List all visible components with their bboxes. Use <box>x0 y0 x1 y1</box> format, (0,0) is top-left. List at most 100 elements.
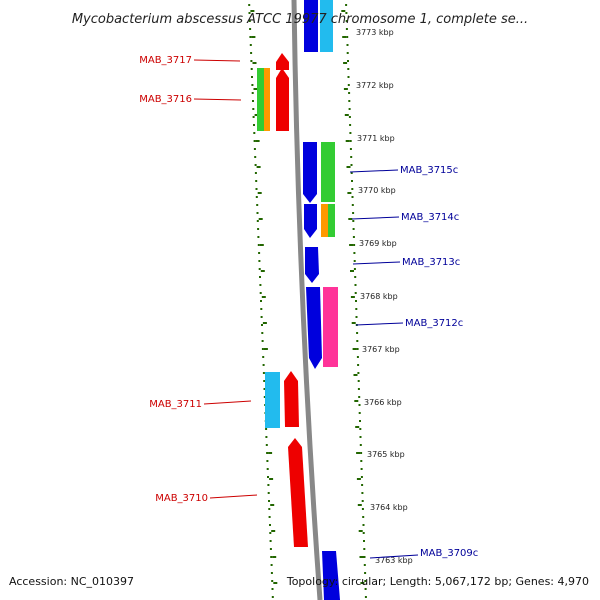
track-dot <box>359 428 362 430</box>
track-dot <box>355 300 357 302</box>
gene-arrow[interactable] <box>304 0 318 52</box>
gene-mab-3710[interactable] <box>288 438 308 547</box>
track-tick <box>356 478 361 480</box>
track-dot <box>347 84 350 86</box>
track-dot <box>258 268 261 270</box>
gene-label-mab-3709c[interactable]: MAB_3709c <box>420 548 478 559</box>
kbp-tick-label: 3770 kbp <box>358 186 396 195</box>
track-dot <box>347 68 350 70</box>
kbp-tick-label: 3772 kbp <box>356 81 394 90</box>
kbp-tick-label: 3763 kbp <box>375 556 413 565</box>
gene-label-mab-3713c[interactable]: MAB_3713c <box>402 257 460 268</box>
track-dot <box>348 92 351 94</box>
track-tick <box>260 270 265 272</box>
track-dot <box>346 36 349 38</box>
track-dot <box>359 436 362 438</box>
gene-label-mab-3717[interactable]: MAB_3717 <box>139 55 192 66</box>
kbp-tick-label: 3773 kbp <box>356 28 394 37</box>
track-dot <box>361 484 364 486</box>
kbp-tick-label: 3769 kbp <box>359 239 397 248</box>
track-dot <box>362 532 365 534</box>
gene-go-bar[interactable] <box>257 68 264 131</box>
gene-top-partial[interactable] <box>304 0 333 52</box>
track-dot <box>248 4 251 6</box>
gene-label-mab-3714c[interactable]: MAB_3714c <box>401 212 459 223</box>
gene-label-mab-3712c[interactable]: MAB_3712c <box>405 318 463 329</box>
gene-mab-3714c[interactable] <box>304 204 335 238</box>
gene-arrow[interactable] <box>303 142 317 203</box>
kbp-tick-label: 3771 kbp <box>357 134 395 143</box>
track-tick <box>251 36 256 38</box>
track-dot <box>269 548 272 550</box>
track-dot <box>271 596 274 598</box>
kbp-tick-label: 3768 kbp <box>360 292 398 301</box>
track-dot <box>354 284 357 286</box>
track-dot <box>360 452 363 454</box>
track-dot <box>266 460 269 462</box>
track-dot <box>250 52 253 54</box>
track-dot <box>270 572 273 574</box>
track-dot <box>346 52 349 54</box>
gene-go-bar[interactable] <box>328 204 335 237</box>
gene-mab-3716[interactable] <box>257 68 289 131</box>
gene-mab-3713c[interactable] <box>305 247 319 283</box>
track-dot <box>364 580 367 582</box>
gene-arrow[interactable] <box>306 287 322 369</box>
track-dot <box>269 524 271 526</box>
gene-mab-3715c[interactable] <box>303 142 335 203</box>
gene-mab-3717[interactable] <box>276 53 289 70</box>
gene-cog-bar[interactable] <box>321 204 328 237</box>
gene-arrow[interactable] <box>322 551 340 600</box>
track-dot <box>356 332 359 334</box>
gene-cog-bar[interactable] <box>264 68 270 131</box>
gene-mab-3711[interactable] <box>265 371 299 428</box>
gene-label-mab-3711[interactable]: MAB_3711 <box>149 399 202 410</box>
gene-label-mab-3715c[interactable]: MAB_3715c <box>400 165 458 176</box>
track-dot <box>349 140 352 142</box>
track-tick <box>354 400 359 402</box>
gene-go-bar[interactable] <box>321 142 335 202</box>
track-dot <box>350 164 353 166</box>
track-dot <box>248 20 251 22</box>
gene-label-mab-3716[interactable]: MAB_3716 <box>139 94 192 105</box>
gene-arrow[interactable] <box>305 247 319 283</box>
track-tick <box>349 244 354 246</box>
gene-label-mab-3710[interactable]: MAB_3710 <box>155 493 208 504</box>
right-dotted-track <box>341 4 367 598</box>
track-dot <box>249 28 252 30</box>
track-dot <box>353 252 356 254</box>
track-tick <box>343 62 348 64</box>
accession-text: Accession: NC_010397 <box>9 575 134 588</box>
track-dot <box>267 492 270 494</box>
track-dot <box>352 220 355 222</box>
track-tick <box>254 114 259 116</box>
track-dot <box>358 412 361 414</box>
track-dot <box>359 444 362 446</box>
gene-mab-3712c[interactable] <box>306 287 338 369</box>
track-dot <box>255 180 258 182</box>
track-dot <box>357 388 360 390</box>
track-tick <box>257 192 262 194</box>
gene-arrow[interactable] <box>284 371 299 427</box>
gene-arrow[interactable] <box>304 204 317 238</box>
track-dot <box>345 28 348 30</box>
track-tick <box>359 556 364 558</box>
track-tick <box>253 88 258 90</box>
track-dot <box>345 12 348 14</box>
track-dot <box>269 540 272 542</box>
gene-mab-3709c[interactable] <box>322 551 340 600</box>
track-dot <box>256 204 259 206</box>
gene-arrow[interactable] <box>276 53 289 70</box>
gene-arrow[interactable] <box>288 438 308 547</box>
track-dot <box>361 500 364 502</box>
track-dot <box>268 500 270 502</box>
track-dot <box>254 172 257 174</box>
gene-cog-bar[interactable] <box>265 372 280 428</box>
gene-cog-bar[interactable] <box>320 0 333 52</box>
track-dot <box>263 388 266 390</box>
gene-arrow[interactable] <box>276 68 289 131</box>
track-dot <box>265 428 268 430</box>
track-dot <box>261 348 264 350</box>
gene-cog-bar[interactable] <box>323 287 338 367</box>
